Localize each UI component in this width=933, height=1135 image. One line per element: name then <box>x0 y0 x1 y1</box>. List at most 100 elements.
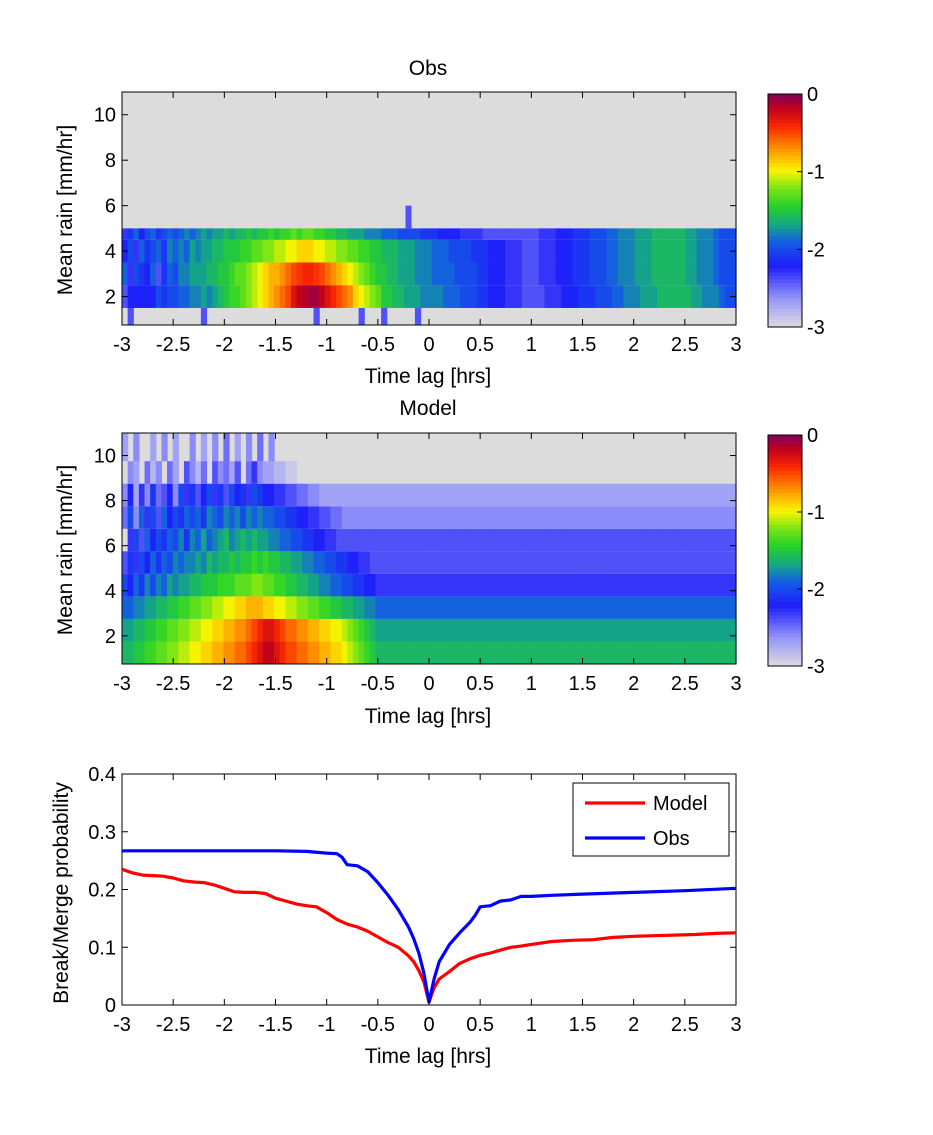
heatmap-cell <box>606 262 613 286</box>
heatmap-cell <box>403 239 410 263</box>
heatmap-cell <box>668 228 675 240</box>
heatmap-cell <box>274 239 281 263</box>
heatmap-cell <box>640 596 647 619</box>
heatmap-cell <box>161 641 168 664</box>
heatmap-cell <box>155 573 163 597</box>
heatmap-cell <box>403 551 410 574</box>
heatmap-cell <box>189 262 196 286</box>
colorbar-swatch <box>768 604 802 609</box>
heatmap-cell <box>696 483 703 507</box>
heatmap-cell <box>505 618 512 642</box>
heatmap-cell <box>347 228 354 240</box>
heatmap-cell <box>595 506 602 529</box>
heatmap-cell <box>381 239 388 263</box>
heatmap-cell <box>127 483 134 507</box>
heatmap-cell <box>600 596 608 619</box>
heatmap-cell <box>657 228 664 240</box>
heatmap-cell <box>420 573 427 597</box>
heatmap-cell <box>578 596 585 619</box>
heatmap-cell <box>544 262 551 286</box>
heatmap-cell <box>572 262 579 286</box>
heatmap-cell <box>183 461 191 484</box>
heatmap-cell <box>488 641 495 664</box>
heatmap-cell <box>381 641 388 664</box>
heatmap-cell <box>550 483 557 507</box>
heatmap-cell <box>251 228 258 240</box>
heatmap-cell <box>595 262 602 286</box>
heatmap-cell <box>200 461 208 484</box>
heatmap-cell <box>645 285 653 308</box>
x-tick-label: 2.5 <box>671 334 699 356</box>
heatmap-cell <box>381 285 388 308</box>
legend-label-obs: Obs <box>653 828 690 850</box>
heatmap-cell <box>505 285 512 308</box>
x-tick-label: 2 <box>628 673 639 695</box>
heatmap-cell <box>538 262 546 286</box>
x-tick-label: -1.5 <box>258 1014 292 1036</box>
heatmap-cell <box>392 528 399 552</box>
heatmap-cell <box>702 573 709 597</box>
heatmap-cell <box>454 596 461 619</box>
heatmap-cell <box>454 618 461 642</box>
heatmap-cell <box>713 618 720 642</box>
heatmap-cell <box>561 573 568 597</box>
heatmap-cell <box>324 551 332 574</box>
heatmap-cell <box>212 483 219 507</box>
heatmap-cell <box>364 573 371 597</box>
heatmap-cell <box>414 551 422 574</box>
heatmap-cell <box>538 239 546 263</box>
colorbar-swatch <box>768 438 802 443</box>
colorbar-swatch <box>768 294 802 299</box>
heatmap-cell <box>183 641 191 664</box>
heatmap-cell <box>685 506 692 529</box>
colorbar-swatch <box>768 460 802 465</box>
heatmap-cell <box>144 528 151 552</box>
line-x-axis-label: Time lag [hrs] <box>365 1045 491 1068</box>
heatmap-cell <box>257 618 264 642</box>
heatmap-cell <box>122 483 129 507</box>
colorbar-tick-label: 0 <box>807 425 818 447</box>
heatmap-cell <box>713 228 720 240</box>
heatmap-cell <box>268 228 275 240</box>
heatmap-cell <box>600 618 608 642</box>
heatmap-cell <box>313 262 320 286</box>
heatmap-cell <box>290 461 298 484</box>
heatmap-cell <box>651 483 658 507</box>
x-tick-label: -1.5 <box>258 673 292 695</box>
heatmap-cell <box>476 551 484 574</box>
heatmap-cell <box>195 641 202 664</box>
heatmap-cell <box>465 573 472 597</box>
colorbar-swatch <box>768 543 802 548</box>
heatmap-cell <box>403 573 410 597</box>
heatmap-cell <box>645 551 653 574</box>
heatmap-cell <box>488 506 495 529</box>
heatmap-cell <box>634 285 641 308</box>
heatmap-cell <box>206 239 213 263</box>
heatmap-cell <box>285 239 292 263</box>
heatmap-cell <box>409 596 416 619</box>
heatmap-cell <box>150 461 157 484</box>
heatmap-cell <box>724 262 731 286</box>
heatmap-cell <box>516 506 523 529</box>
heatmap-cell <box>454 551 461 574</box>
heatmap-cell <box>229 528 236 552</box>
colorbar-swatch <box>768 206 802 212</box>
heatmap-cell <box>133 239 140 263</box>
colorbar-swatch <box>768 188 802 193</box>
heatmap-cell <box>336 483 343 507</box>
heatmap-cell <box>234 641 241 664</box>
heatmap-cell <box>606 239 613 263</box>
heatmap-cell <box>296 641 303 664</box>
heatmap-cell <box>499 641 506 664</box>
colorbar-swatch <box>768 532 802 537</box>
heatmap-cell <box>386 618 393 642</box>
heatmap-cell <box>178 528 185 552</box>
heatmap-cell <box>144 483 151 507</box>
heatmap-cell <box>302 573 309 597</box>
heatmap-cell <box>719 506 726 529</box>
heatmap-cell <box>257 461 264 484</box>
heatmap-cell <box>567 528 574 552</box>
colorbar-swatch <box>768 651 802 656</box>
colorbar-swatch <box>768 445 802 451</box>
heatmap-cell <box>200 307 208 325</box>
